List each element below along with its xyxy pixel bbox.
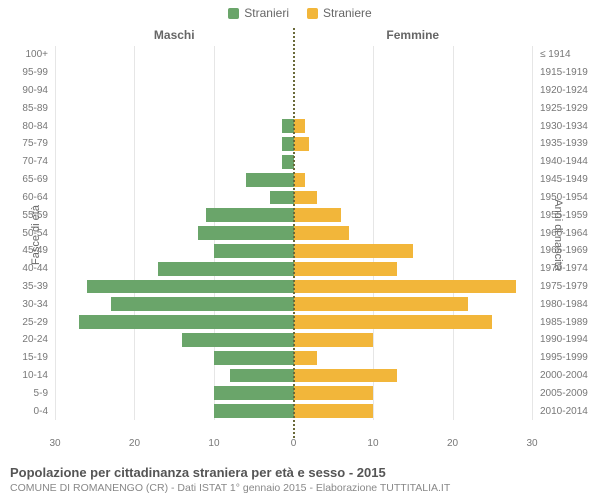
header-male: Maschi bbox=[55, 28, 294, 46]
legend-swatch-female bbox=[307, 8, 318, 19]
bar-female bbox=[294, 119, 306, 133]
birth-year-label: 1985-1989 bbox=[536, 313, 600, 331]
chart-subtitle: COMUNE DI ROMANENGO (CR) - Dati ISTAT 1°… bbox=[10, 482, 590, 494]
bar-female bbox=[294, 226, 350, 240]
bar-male bbox=[214, 244, 293, 258]
bar-male bbox=[79, 315, 294, 329]
header-female: Femmine bbox=[294, 28, 533, 46]
x-tick-label: 10 bbox=[367, 438, 378, 449]
age-label: 60-64 bbox=[0, 189, 52, 207]
birth-year-label: 1925-1929 bbox=[536, 99, 600, 117]
bar-male bbox=[246, 173, 294, 187]
legend-label-female: Straniere bbox=[323, 6, 372, 20]
age-label: 35-39 bbox=[0, 278, 52, 296]
bar-female bbox=[294, 297, 469, 311]
age-label: 70-74 bbox=[0, 153, 52, 171]
age-label: 15-19 bbox=[0, 349, 52, 367]
age-label: 5-9 bbox=[0, 384, 52, 402]
bar-female bbox=[294, 137, 310, 151]
age-label: 20-24 bbox=[0, 331, 52, 349]
birth-year-label: 1995-1999 bbox=[536, 349, 600, 367]
y-right-labels: ≤ 19141915-19191920-19241925-19291930-19… bbox=[536, 46, 600, 420]
age-label: 30-34 bbox=[0, 295, 52, 313]
age-label: 75-79 bbox=[0, 135, 52, 153]
bar-female bbox=[294, 369, 397, 383]
age-label: 85-89 bbox=[0, 99, 52, 117]
x-tick-label: 20 bbox=[129, 438, 140, 449]
bar-female bbox=[294, 404, 373, 418]
bar-female bbox=[294, 351, 318, 365]
age-label: 80-84 bbox=[0, 117, 52, 135]
bar-female bbox=[294, 191, 318, 205]
bar-male bbox=[198, 226, 293, 240]
birth-year-label: 1965-1969 bbox=[536, 242, 600, 260]
birth-year-label: 1950-1954 bbox=[536, 189, 600, 207]
bar-female bbox=[294, 386, 373, 400]
bar-male bbox=[206, 208, 293, 222]
x-tick-label: 30 bbox=[526, 438, 537, 449]
birth-year-label: 2005-2009 bbox=[536, 384, 600, 402]
age-label: 40-44 bbox=[0, 260, 52, 278]
x-tick-label: 30 bbox=[49, 438, 60, 449]
bar-male bbox=[270, 191, 294, 205]
bar-female bbox=[294, 262, 397, 276]
age-label: 50-54 bbox=[0, 224, 52, 242]
age-label: 90-94 bbox=[0, 82, 52, 100]
bar-male bbox=[182, 333, 293, 347]
age-label: 100+ bbox=[0, 46, 52, 64]
legend-item-male: Stranieri bbox=[228, 6, 289, 20]
birth-year-label: 1955-1959 bbox=[536, 206, 600, 224]
birth-year-label: 2000-2004 bbox=[536, 367, 600, 385]
bar-male bbox=[87, 280, 294, 294]
center-divider bbox=[293, 28, 295, 438]
bar-male bbox=[214, 404, 293, 418]
birth-year-label: 1935-1939 bbox=[536, 135, 600, 153]
age-label: 65-69 bbox=[0, 171, 52, 189]
birth-year-label: 1980-1984 bbox=[536, 295, 600, 313]
legend: Stranieri Straniere bbox=[0, 0, 600, 22]
legend-item-female: Straniere bbox=[307, 6, 372, 20]
x-axis: 3020100102030 bbox=[55, 438, 532, 452]
birth-year-label: 1970-1974 bbox=[536, 260, 600, 278]
age-label: 55-59 bbox=[0, 206, 52, 224]
bar-female bbox=[294, 333, 373, 347]
bar-female bbox=[294, 208, 342, 222]
age-label: 25-29 bbox=[0, 313, 52, 331]
x-tick-label: 0 bbox=[291, 438, 297, 449]
age-label: 0-4 bbox=[0, 402, 52, 420]
birth-year-label: 1920-1924 bbox=[536, 82, 600, 100]
bar-male bbox=[214, 386, 293, 400]
bar-male bbox=[111, 297, 294, 311]
bar-female bbox=[294, 280, 517, 294]
birth-year-label: 1960-1964 bbox=[536, 224, 600, 242]
bar-male bbox=[158, 262, 293, 276]
y-left-labels: 100+95-9990-9485-8980-8475-7970-7465-696… bbox=[0, 46, 52, 420]
birth-year-label: 1945-1949 bbox=[536, 171, 600, 189]
chart-title: Popolazione per cittadinanza straniera p… bbox=[10, 465, 590, 480]
chart-area: Maschi Femmine bbox=[55, 28, 532, 438]
legend-swatch-male bbox=[228, 8, 239, 19]
bar-male bbox=[230, 369, 294, 383]
birth-year-label: 1975-1979 bbox=[536, 278, 600, 296]
age-label: 10-14 bbox=[0, 367, 52, 385]
birth-year-label: ≤ 1914 bbox=[536, 46, 600, 64]
bar-female bbox=[294, 315, 493, 329]
birth-year-label: 1940-1944 bbox=[536, 153, 600, 171]
x-tick-label: 20 bbox=[447, 438, 458, 449]
birth-year-label: 2010-2014 bbox=[536, 402, 600, 420]
chart-footer: Popolazione per cittadinanza straniera p… bbox=[10, 465, 590, 494]
birth-year-label: 1990-1994 bbox=[536, 331, 600, 349]
gridline bbox=[532, 46, 533, 420]
birth-year-label: 1930-1934 bbox=[536, 117, 600, 135]
age-label: 95-99 bbox=[0, 64, 52, 82]
legend-label-male: Stranieri bbox=[244, 6, 289, 20]
bar-female bbox=[294, 244, 413, 258]
bar-male bbox=[214, 351, 293, 365]
age-label: 45-49 bbox=[0, 242, 52, 260]
bar-female bbox=[294, 173, 306, 187]
x-tick-label: 10 bbox=[208, 438, 219, 449]
birth-year-label: 1915-1919 bbox=[536, 64, 600, 82]
